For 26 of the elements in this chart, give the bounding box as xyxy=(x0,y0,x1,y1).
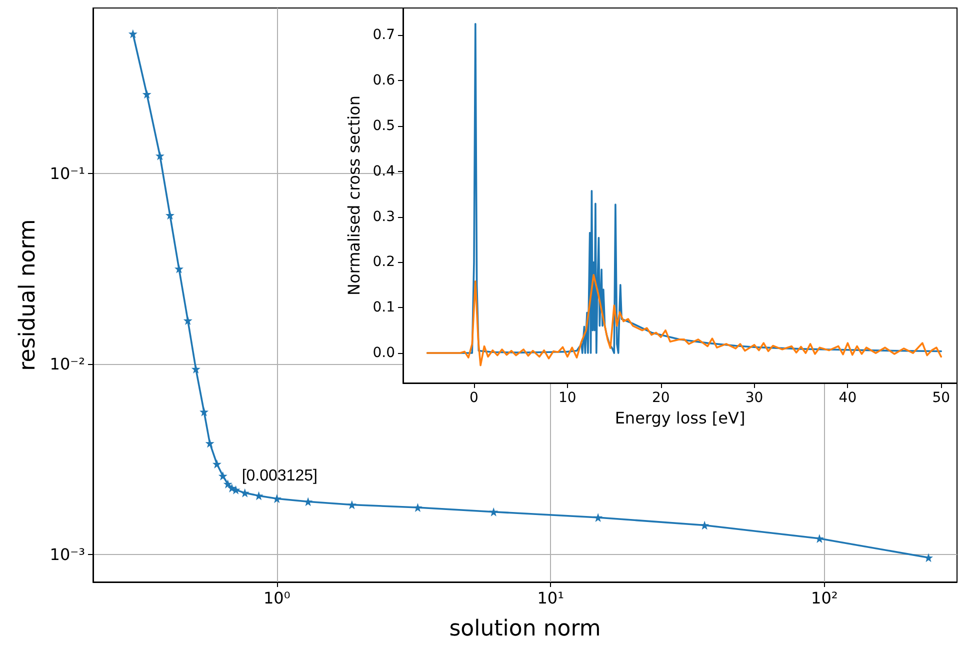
x-tick-label: 10 xyxy=(558,390,576,406)
y-tick-label: 0.3 xyxy=(372,208,395,225)
y-axis-title: residual norm xyxy=(15,219,40,371)
y-tick-label: 0.4 xyxy=(372,163,396,180)
x-tick-label: 20 xyxy=(652,390,670,406)
y-tick-label: 10⁻¹ xyxy=(50,164,85,183)
y-tick-label: 0.7 xyxy=(372,27,395,44)
x-tick-label: 50 xyxy=(932,390,950,406)
y-tick-label: 0.0 xyxy=(372,345,395,362)
x-tick-label: 0 xyxy=(470,390,478,406)
x-tick-label: 10⁰ xyxy=(263,588,290,608)
y-tick-label: 0.1 xyxy=(372,300,395,316)
line-series xyxy=(426,274,942,366)
annotation: [0.003125] xyxy=(242,467,318,484)
y-axis-title: Normalised cross section xyxy=(344,96,364,296)
x-tick-label: 30 xyxy=(745,390,764,406)
y-tick-label: 0.2 xyxy=(372,254,395,270)
x-tick-label: 10² xyxy=(811,588,838,608)
y-tick-label: 10⁻³ xyxy=(50,544,85,564)
x-axis-title: solution norm xyxy=(449,616,601,642)
x-tick-label: 10¹ xyxy=(537,588,564,608)
y-tick-label: 10⁻² xyxy=(50,354,85,374)
x-axis-title: Energy loss [eV] xyxy=(614,408,746,428)
x-tick-label: 40 xyxy=(838,390,857,406)
y-tick-label: 0.5 xyxy=(372,118,395,134)
y-tick-label: 0.6 xyxy=(372,72,396,89)
